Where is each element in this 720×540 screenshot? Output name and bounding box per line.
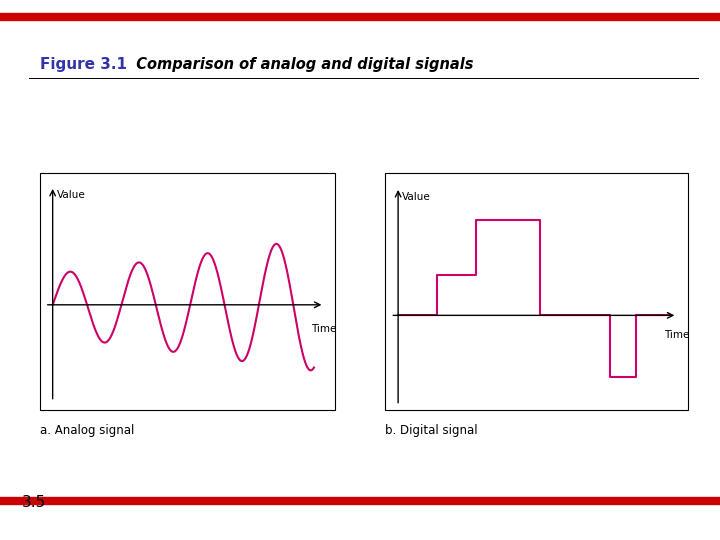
Text: Time: Time — [311, 324, 337, 334]
Text: Time: Time — [665, 329, 690, 340]
Text: Value: Value — [402, 192, 431, 202]
Text: Value: Value — [57, 191, 86, 200]
Text: 3.5: 3.5 — [22, 495, 46, 510]
Text: a. Analog signal: a. Analog signal — [40, 424, 134, 437]
Text: Figure 3.1: Figure 3.1 — [40, 57, 127, 72]
Text: Comparison of analog and digital signals: Comparison of analog and digital signals — [126, 57, 474, 72]
Text: b. Digital signal: b. Digital signal — [385, 424, 478, 437]
